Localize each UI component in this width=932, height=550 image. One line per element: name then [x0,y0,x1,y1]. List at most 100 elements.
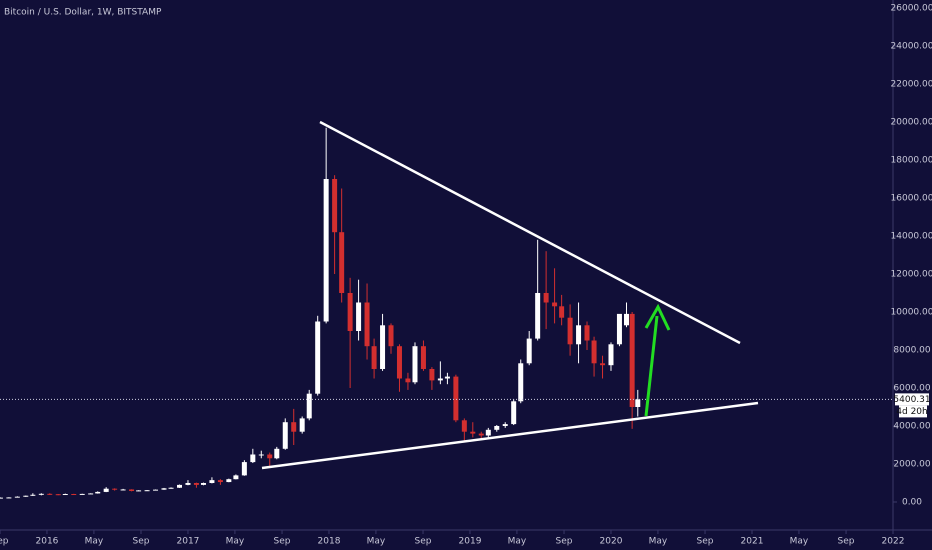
y-tick-label: 18000.00 [891,155,932,165]
x-tick-label: May [85,537,104,547]
candle-body [88,493,94,495]
axes: 0.00 2000.00 4000.00 6000.00 8000.00 10000.00… [0,3,932,547]
candle-body [258,454,264,456]
candle-body [396,346,402,379]
candle-body [144,490,150,492]
resistance-line [319,120,741,345]
candle-body [511,401,517,425]
candle-body [364,302,370,347]
candle-body [371,346,377,369]
y-tick-label: 8000.00 [893,345,930,355]
candle-body [79,493,85,495]
candle-body [209,480,215,483]
candle-body [405,378,411,383]
candle-body [6,497,12,499]
candle-body [120,489,126,491]
x-tick-label: 2019 [459,537,482,547]
candle-body [412,346,418,383]
x-tick-label: Sep [274,537,291,547]
candle-body [518,363,524,402]
candle-body [226,479,232,483]
chart-title: Bitcoin / U.S. Dollar, 1W, BITSTAMP [4,8,162,18]
candle-body [217,480,223,483]
candle-body [0,497,3,499]
candle-body [185,482,191,485]
candle-body [95,491,101,494]
candle-body [629,313,635,407]
y-tick-label: 26000.00 [891,3,932,13]
candle-body [136,490,142,492]
y-tick-label: 0.00 [902,497,922,507]
candle-body [274,448,280,459]
candle-body [535,292,541,339]
candle-body [55,494,61,496]
x-tick-label: 2018 [318,537,341,547]
plot-area [0,127,893,499]
y-tick-label: 6000.00 [893,383,930,393]
candle-body [635,399,641,407]
last-price-box [895,393,929,406]
candle-body [461,420,467,432]
candle-body [543,292,549,303]
y-tick-label: 22000.00 [891,79,932,89]
x-tick-label: May [649,537,668,547]
candle-body [161,488,167,490]
arrow-shaft [644,315,659,417]
candle-body [356,302,362,331]
candle-body [494,425,500,430]
y-tick-label: 10000.00 [891,307,932,317]
candle-body [608,344,614,366]
arrow-head [644,303,671,331]
candle-body [332,178,338,233]
candle-body [38,493,44,495]
candle-body [62,494,68,496]
candle-body [478,433,484,436]
x-tick-label: 2021 [741,537,764,547]
candle-body [129,489,135,491]
y-tick-label: 12000.00 [891,269,932,279]
candle-body [437,378,443,381]
x-tick-label: 2017 [177,537,200,547]
x-tick-label: Sep [415,537,432,547]
drawings [261,120,759,470]
candle-body [153,489,159,491]
candle-body [47,493,53,495]
x-tick-label: Sep [838,537,855,547]
x-tick-label: Sep [697,537,714,547]
candle-body [347,292,353,331]
candle-body [552,302,558,307]
x-tick-label: 2020 [600,537,623,547]
x-tick-label: 2022 [882,537,905,547]
candle-body [453,376,459,421]
candle-body [291,422,297,432]
x-tick-label: 2016 [36,537,59,547]
candle-body [616,313,622,345]
y-tick-label: 14000.00 [891,231,932,241]
candle-body [576,325,582,345]
candle-body [103,488,109,492]
candle-body [323,178,329,322]
candle-body [168,487,174,489]
countdown-box [899,405,927,418]
candle-body [591,340,597,364]
candle-body [567,317,573,345]
x-tick-label: Sep [133,537,150,547]
candle-body [526,338,532,364]
candle-body [112,488,118,490]
countdown-label: 4d 20h [896,407,927,417]
candle-body [193,482,199,485]
candle-body [429,368,435,381]
candle-body [444,376,450,379]
candle-body [267,454,273,459]
candle-body [23,495,29,497]
candle-body [485,429,491,436]
candle-body [177,484,183,488]
y-tick-label: 24000.00 [891,41,932,51]
y-tick-label: 16000.00 [891,193,932,203]
candle-body [233,475,239,480]
candle-body [71,494,77,496]
y-tick-label: 20000.00 [891,117,932,127]
